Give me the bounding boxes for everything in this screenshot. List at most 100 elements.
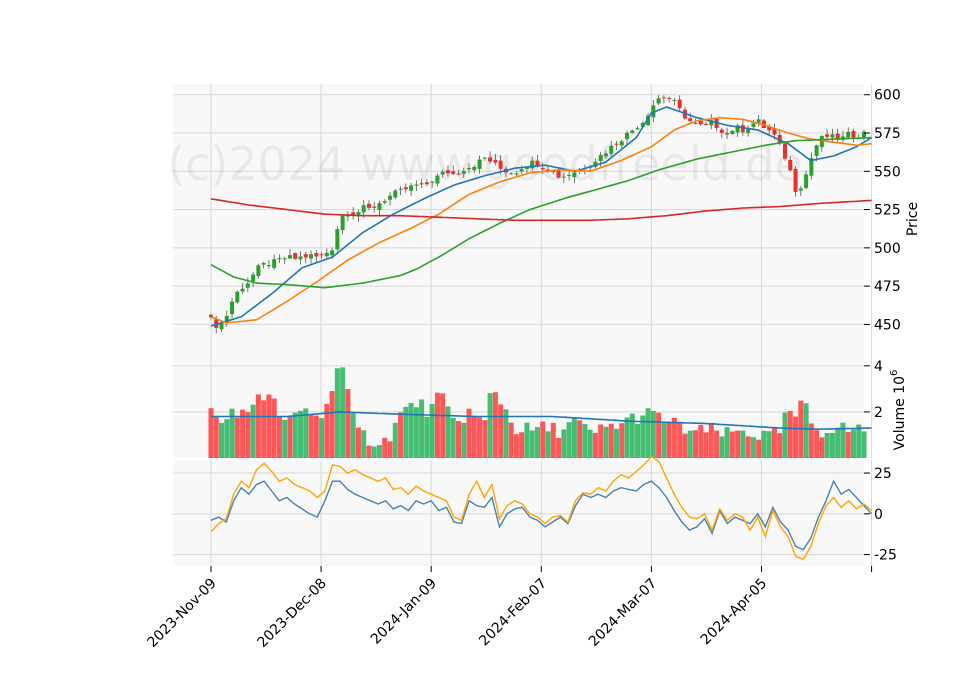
- volume-bar: [550, 422, 556, 458]
- volume-bar: [656, 412, 662, 458]
- x-tick-label: 2024-Mar-07: [586, 576, 660, 650]
- volume-bar: [240, 409, 246, 458]
- volume-bar: [724, 427, 730, 458]
- volume-bar: [413, 407, 419, 458]
- candle-body: [725, 132, 730, 135]
- volume-bar: [345, 389, 351, 458]
- x-tick-label: 2024-Apr-05: [698, 576, 771, 649]
- candle-body: [208, 314, 213, 318]
- volume-bar: [534, 427, 540, 458]
- volume-bar: [740, 430, 746, 458]
- volume-bar: [845, 432, 851, 458]
- volume-bar: [371, 446, 377, 458]
- volume-bar: [666, 422, 672, 458]
- volume-bar: [719, 436, 725, 458]
- price-y-tick-label: 525: [874, 203, 901, 219]
- volume-bar: [382, 437, 388, 458]
- volume-bar: [287, 416, 293, 458]
- volume-bar: [540, 421, 546, 458]
- volume-bar: [282, 419, 288, 458]
- candle-body: [298, 256, 303, 260]
- candle-body: [551, 170, 556, 172]
- candle-body: [509, 173, 514, 175]
- oscillator-line: [210, 479, 873, 551]
- volume-bar: [434, 392, 440, 458]
- volume-bar: [745, 436, 751, 458]
- candle-body: [698, 120, 703, 125]
- candle-body: [398, 188, 403, 190]
- candle-body: [393, 190, 398, 198]
- volume-bar: [814, 430, 820, 458]
- volume-bar: [556, 437, 562, 458]
- candle-body: [377, 203, 382, 211]
- candle-body: [445, 170, 450, 174]
- candle-body: [314, 252, 319, 257]
- price-y-tick-label: 575: [874, 126, 901, 142]
- volume-bar: [566, 422, 572, 458]
- candle-body: [282, 258, 287, 260]
- candle-body: [456, 173, 461, 175]
- volume-bar: [519, 432, 525, 458]
- volume-bar: [313, 415, 319, 458]
- volume-bar: [850, 429, 856, 458]
- candle-body: [719, 129, 724, 133]
- candle-body: [862, 131, 866, 139]
- volume-bar: [450, 417, 456, 458]
- volume-bar: [366, 445, 372, 458]
- x-tick-label: 2023-Nov-09: [144, 576, 219, 651]
- candle-body: [772, 128, 777, 135]
- candle-body: [693, 122, 698, 124]
- candle-body: [224, 315, 229, 324]
- candle-body: [324, 252, 329, 257]
- candle-body: [619, 141, 624, 146]
- volume-bar: [218, 422, 224, 458]
- volume-bar: [782, 412, 788, 458]
- candle-body: [409, 185, 414, 191]
- candle-body: [646, 115, 651, 126]
- volume-bar: [714, 430, 720, 458]
- price-axis-label: Price: [905, 202, 921, 236]
- candle-body: [261, 263, 266, 265]
- volume-bar: [529, 430, 535, 458]
- volume-bar: [619, 423, 625, 458]
- volume-bar: [213, 417, 219, 458]
- candle-body: [730, 130, 735, 135]
- volume-axis-label: Volume 106: [889, 370, 908, 451]
- volume-ma-line: [211, 411, 872, 431]
- candle-body: [277, 258, 282, 260]
- candle-body: [309, 254, 314, 259]
- volume-y-tick-label: 2: [874, 405, 883, 421]
- candle-body: [451, 171, 456, 174]
- candle-body: [783, 143, 788, 159]
- volume-bar: [682, 433, 688, 458]
- candle-body: [293, 253, 298, 259]
- volume-bar: [229, 408, 235, 458]
- candle-body: [272, 259, 277, 268]
- candle-body: [372, 206, 377, 208]
- price-y-tick-label: 500: [874, 241, 901, 257]
- volume-bar: [455, 421, 461, 458]
- candle-body: [672, 100, 677, 102]
- volume-bar: [208, 408, 214, 458]
- volume-bar: [308, 414, 314, 458]
- volume-bar: [677, 422, 683, 458]
- ma-line: [210, 136, 872, 289]
- candle-body: [661, 97, 666, 99]
- volume-bar: [324, 403, 330, 458]
- volume-bar: [735, 430, 741, 458]
- price-y-tick-label: 450: [874, 317, 901, 333]
- candle-body: [535, 160, 540, 167]
- volume-bar: [577, 420, 583, 458]
- volume-bar: [461, 422, 467, 458]
- volume-bar: [861, 431, 867, 458]
- candle-body: [414, 184, 419, 186]
- candle-body: [498, 160, 503, 169]
- price-y-tick-label: 550: [874, 164, 901, 180]
- candle-body: [593, 161, 598, 167]
- candle-body: [303, 254, 308, 258]
- candle-body: [240, 288, 245, 292]
- candle-body: [351, 212, 356, 216]
- volume-bar: [561, 429, 567, 458]
- oscillator-y-tick-label: -25: [874, 548, 897, 564]
